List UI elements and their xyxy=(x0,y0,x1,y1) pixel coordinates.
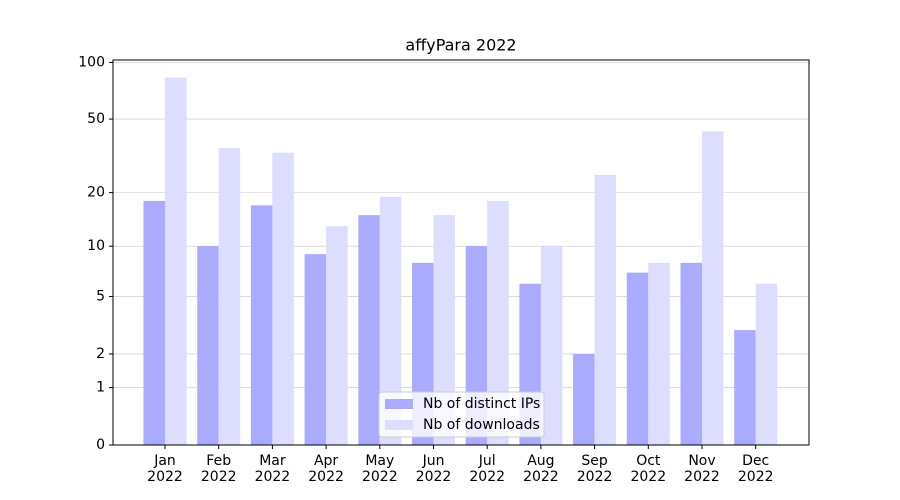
bar xyxy=(755,283,778,445)
x-tick-label: Oct 2022 xyxy=(630,453,666,485)
legend-box xyxy=(378,391,545,438)
bar xyxy=(326,226,348,445)
y-tick-label: 100 xyxy=(78,54,105,70)
y-tick-label: 2 xyxy=(96,346,105,362)
bar xyxy=(702,131,724,445)
bar xyxy=(250,205,273,445)
plot-frame xyxy=(112,59,810,446)
x-tick-label: Mar 2022 xyxy=(255,453,291,485)
chart-title: affyPara 2022 xyxy=(405,36,516,55)
y-tick-label: 1 xyxy=(96,380,105,396)
y-tick-label: 0 xyxy=(96,437,105,453)
legend-swatch xyxy=(385,399,413,409)
bar xyxy=(358,215,380,445)
x-tick-label: Aug 2022 xyxy=(523,453,559,485)
bar xyxy=(594,174,617,445)
x-tick-label: Feb 2022 xyxy=(201,453,237,485)
bar xyxy=(218,147,241,445)
bar xyxy=(304,254,327,445)
x-tick-label: Jan 2022 xyxy=(147,453,183,485)
bar xyxy=(540,246,563,445)
bar xyxy=(573,353,595,445)
y-tick-label: 50 xyxy=(87,111,105,127)
bar xyxy=(379,196,402,445)
x-tick-label: Apr 2022 xyxy=(308,453,344,485)
bar xyxy=(734,330,756,445)
bar xyxy=(272,152,294,445)
x-tick-label: Nov 2022 xyxy=(684,453,720,485)
x-tick-label: Dec 2022 xyxy=(738,453,774,485)
x-tick-label: Jun 2022 xyxy=(416,453,452,485)
y-tick-label: 20 xyxy=(87,185,105,201)
bar xyxy=(487,200,509,445)
legend-swatch xyxy=(385,420,413,430)
bar xyxy=(648,262,670,445)
y-tick-label: 10 xyxy=(87,238,105,254)
bar xyxy=(626,272,649,445)
bar xyxy=(143,200,165,445)
legend: Nb of distinct IPs Nb of downloads xyxy=(378,391,545,438)
x-tick-label: Jul 2022 xyxy=(469,453,505,485)
legend-label: Nb of distinct IPs xyxy=(423,396,540,412)
y-tick-label: 5 xyxy=(96,288,105,304)
bar xyxy=(433,215,455,445)
x-tick-label: Sep 2022 xyxy=(577,453,613,485)
bar xyxy=(680,262,702,445)
legend-label: Nb of downloads xyxy=(423,417,540,433)
bar xyxy=(197,246,219,445)
x-tick-label: May 2022 xyxy=(362,453,398,485)
bar xyxy=(165,77,187,445)
